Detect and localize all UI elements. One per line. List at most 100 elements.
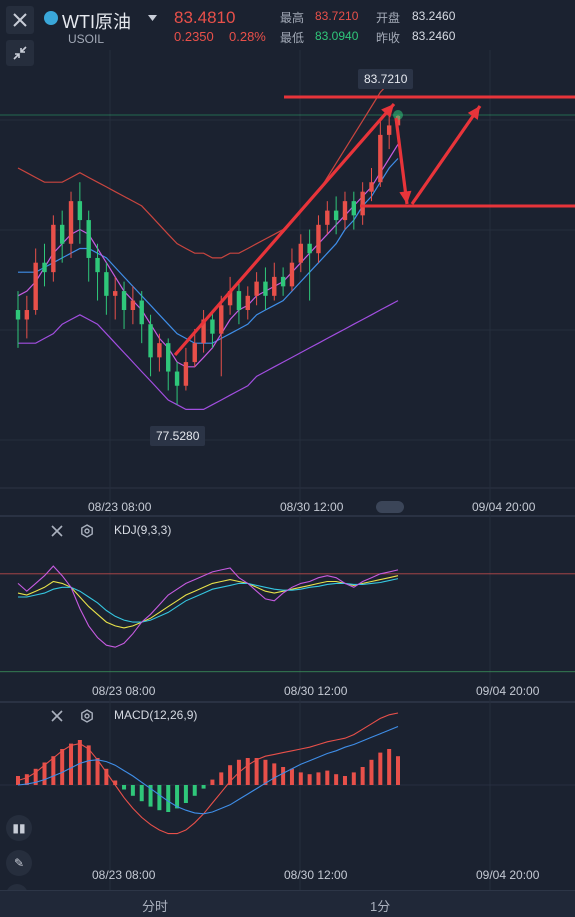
- settings-macd-icon[interactable]: [80, 709, 94, 723]
- open-label: 开盘: [376, 11, 401, 25]
- macd-histogram-bar: [298, 772, 303, 785]
- macd-histogram-bar: [77, 740, 82, 785]
- candle-body: [42, 262, 47, 273]
- candle-body: [24, 310, 30, 320]
- candle-body: [68, 201, 74, 244]
- drawn-down-arrow-head: [399, 190, 412, 204]
- candle-body: [192, 343, 197, 363]
- tab-1min[interactable]: 1分: [370, 899, 391, 914]
- bollinger-bands: [17, 77, 399, 410]
- candle-body: [342, 201, 348, 221]
- high-value: 83.7210: [315, 9, 359, 23]
- macd-histogram-bar: [51, 756, 56, 785]
- macd-histogram-bar: [210, 779, 215, 785]
- price-change: 0.2350: [174, 29, 214, 44]
- candle-body: [59, 224, 65, 244]
- price-change-pct: 0.28%: [229, 29, 266, 44]
- candle-body: [369, 182, 374, 192]
- candle-body: [378, 134, 383, 183]
- chart-area[interactable]: [0, 0, 575, 890]
- candle-body: [95, 257, 100, 273]
- macd-title: MACD(12,26,9): [114, 708, 198, 722]
- boll-lower-line: [18, 300, 399, 410]
- drawing-annotations[interactable]: [173, 95, 575, 357]
- close-kdj-icon[interactable]: [50, 524, 64, 538]
- macd-histogram-bar: [130, 785, 135, 796]
- macd-histogram-bar: [307, 774, 312, 785]
- candle-body: [121, 291, 127, 311]
- candle-body: [289, 262, 295, 287]
- macd-histogram-bar: [245, 758, 250, 785]
- candle-body: [104, 272, 109, 296]
- candle-body: [139, 300, 144, 325]
- candle-body: [148, 324, 153, 358]
- collapse-button[interactable]: [6, 40, 34, 66]
- candle-body: [280, 276, 286, 287]
- candle-body: [51, 224, 56, 273]
- open-value: 83.2460: [412, 9, 456, 23]
- last-price: 83.4810: [174, 8, 236, 27]
- macd-histogram-bar: [201, 785, 206, 789]
- candle-body: [386, 125, 392, 135]
- candle-body: [395, 115, 401, 126]
- tab-timeshare[interactable]: 分时: [142, 899, 169, 914]
- symbol-name[interactable]: WTI原油: [62, 12, 131, 32]
- candle-body: [316, 224, 321, 254]
- close-button[interactable]: [6, 6, 34, 34]
- draw-button[interactable]: ✎: [6, 850, 32, 876]
- candle-body: [86, 220, 91, 258]
- symbol-icon: [44, 11, 58, 25]
- indicator-button[interactable]: ▮▮: [6, 815, 32, 841]
- drawn-up-arrow: [173, 102, 396, 357]
- macd-histogram-bar: [139, 785, 144, 802]
- collapse-icon: [13, 46, 27, 60]
- macd-histogram-bar: [387, 749, 392, 785]
- macd-histogram-bar: [122, 785, 127, 790]
- close-macd-icon[interactable]: [50, 709, 64, 723]
- scroll-handle[interactable]: [376, 501, 404, 513]
- high-label: 最高: [280, 11, 305, 25]
- macd-histogram-bar: [378, 752, 383, 785]
- macd-histogram-bar: [175, 785, 180, 809]
- settings-kdj-icon[interactable]: [80, 524, 94, 538]
- candles-icon: ▮▮: [12, 821, 26, 835]
- macd-time-label-1: 08/23 08:00: [92, 868, 156, 882]
- kdj-time-label-2: 08/30 12:00: [284, 684, 348, 698]
- candle-body: [307, 243, 312, 254]
- candle-body: [183, 362, 189, 386]
- macd-panel: [0, 712, 575, 835]
- candle-body: [113, 291, 118, 296]
- candle-body: [210, 319, 215, 334]
- quote-header: WTI原油 USOIL 83.4810 0.2350 0.28% 最高 83.7…: [0, 0, 575, 66]
- period-tab-bar: 分时 1分: [0, 890, 575, 917]
- macd-histogram-bar: [113, 780, 118, 785]
- macd-histogram-bar: [272, 763, 277, 785]
- boll-middle-line: [18, 158, 399, 344]
- macd-histogram-bar: [228, 765, 233, 785]
- macd-histogram-bar: [396, 756, 400, 785]
- chevron-down-icon[interactable]: [148, 15, 157, 21]
- drawn-up-arrow-2: [410, 105, 482, 205]
- kdj-panel: [0, 565, 575, 673]
- high-price-tag: 83.7210: [358, 69, 414, 89]
- ma-line: [17, 143, 399, 368]
- macd-histogram-bar: [369, 759, 374, 785]
- candle-body: [227, 291, 233, 306]
- kdj-d-line: [18, 578, 399, 623]
- time-label-1: 08/23 08:00: [88, 500, 152, 514]
- macd-histogram-bar: [334, 774, 339, 785]
- candle-body: [236, 291, 242, 311]
- candle-body: [219, 305, 224, 334]
- kdj-title: KDJ(9,3,3): [114, 523, 172, 537]
- candle-body: [272, 276, 277, 296]
- candle-body: [360, 191, 365, 216]
- kdj-time-label-3: 09/04 20:00: [476, 684, 540, 698]
- macd-histogram-bar: [157, 785, 162, 811]
- macd-histogram-bar: [281, 767, 286, 785]
- drawn-up-arrow-2-head: [467, 106, 480, 120]
- macd-histogram-bar: [183, 785, 188, 803]
- symbol-code: USOIL: [68, 32, 105, 46]
- candle-body: [33, 262, 38, 311]
- candle-body: [263, 281, 268, 296]
- macd-dif-line: [17, 712, 399, 835]
